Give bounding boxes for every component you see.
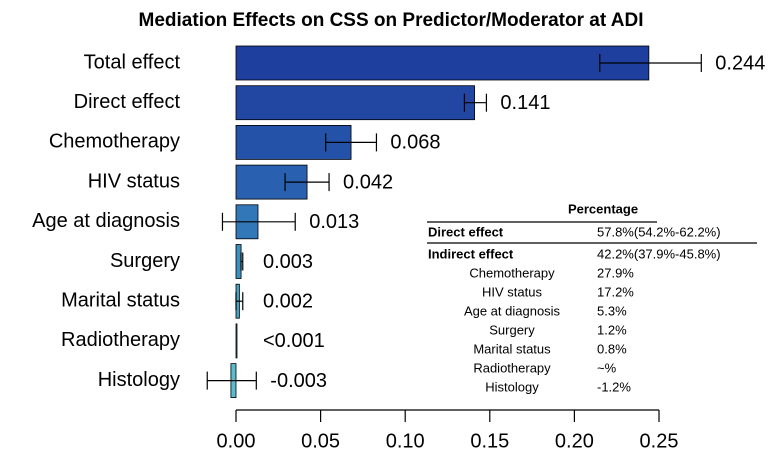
category-label: Radiotherapy <box>61 329 180 351</box>
table-value: 42.2%(37.9%-45.8%) <box>597 246 721 261</box>
category-label: Marital status <box>61 289 180 311</box>
bar <box>235 85 475 121</box>
x-tick-label: 0.10 <box>386 430 425 452</box>
table-value: ~% <box>597 360 617 375</box>
x-tick-label: 0.15 <box>470 430 509 452</box>
value-label: 0.141 <box>500 92 550 114</box>
table-label: Radiotherapy <box>473 360 551 375</box>
table-label: Indirect effect <box>428 246 514 261</box>
table-value: 5.3% <box>597 303 627 318</box>
bar <box>235 45 650 81</box>
table-header: Percentage <box>568 201 638 216</box>
value-label: 0.003 <box>263 251 313 273</box>
x-tick-label: 0.00 <box>217 430 256 452</box>
category-label: Surgery <box>110 250 180 272</box>
table-label: Marital status <box>473 341 551 356</box>
table-label: Surgery <box>489 322 535 337</box>
category-label: Chemotherapy <box>49 131 180 153</box>
value-label: 0.068 <box>390 132 440 154</box>
table-label: HIV status <box>482 284 542 299</box>
chart-title: Mediation Effects on CSS on Predictor/Mo… <box>139 10 644 31</box>
value-label: <0.001 <box>263 330 325 352</box>
x-tick-label: 0.05 <box>301 430 340 452</box>
table-value: -1.2% <box>597 379 631 394</box>
value-label: 0.013 <box>309 211 359 233</box>
table-label: Histology <box>485 379 539 394</box>
value-label: -0.003 <box>270 370 327 392</box>
x-tick-label: 0.25 <box>640 430 679 452</box>
table-value: 1.2% <box>597 322 627 337</box>
table-value: 27.9% <box>597 265 634 280</box>
table-value: 17.2% <box>597 284 634 299</box>
x-tick-label: 0.20 <box>555 430 594 452</box>
table-value: 57.8%(54.2%-62.2%) <box>597 224 721 239</box>
value-label: 0.002 <box>263 290 313 312</box>
category-label: Total effect <box>84 51 181 73</box>
table-value: 0.8% <box>597 341 627 356</box>
value-label: 0.244 <box>715 52 765 74</box>
category-label: HIV status <box>88 170 180 192</box>
bar <box>235 323 238 359</box>
table-label: Direct effect <box>428 224 504 239</box>
bar <box>235 244 242 279</box>
table-label: Chemotherapy <box>469 265 555 280</box>
category-label: Age at diagnosis <box>32 210 180 232</box>
table-label: Age at diagnosis <box>464 303 561 318</box>
value-label: 0.042 <box>343 171 393 193</box>
category-label: Direct effect <box>74 91 181 113</box>
category-label: Histology <box>98 369 180 391</box>
